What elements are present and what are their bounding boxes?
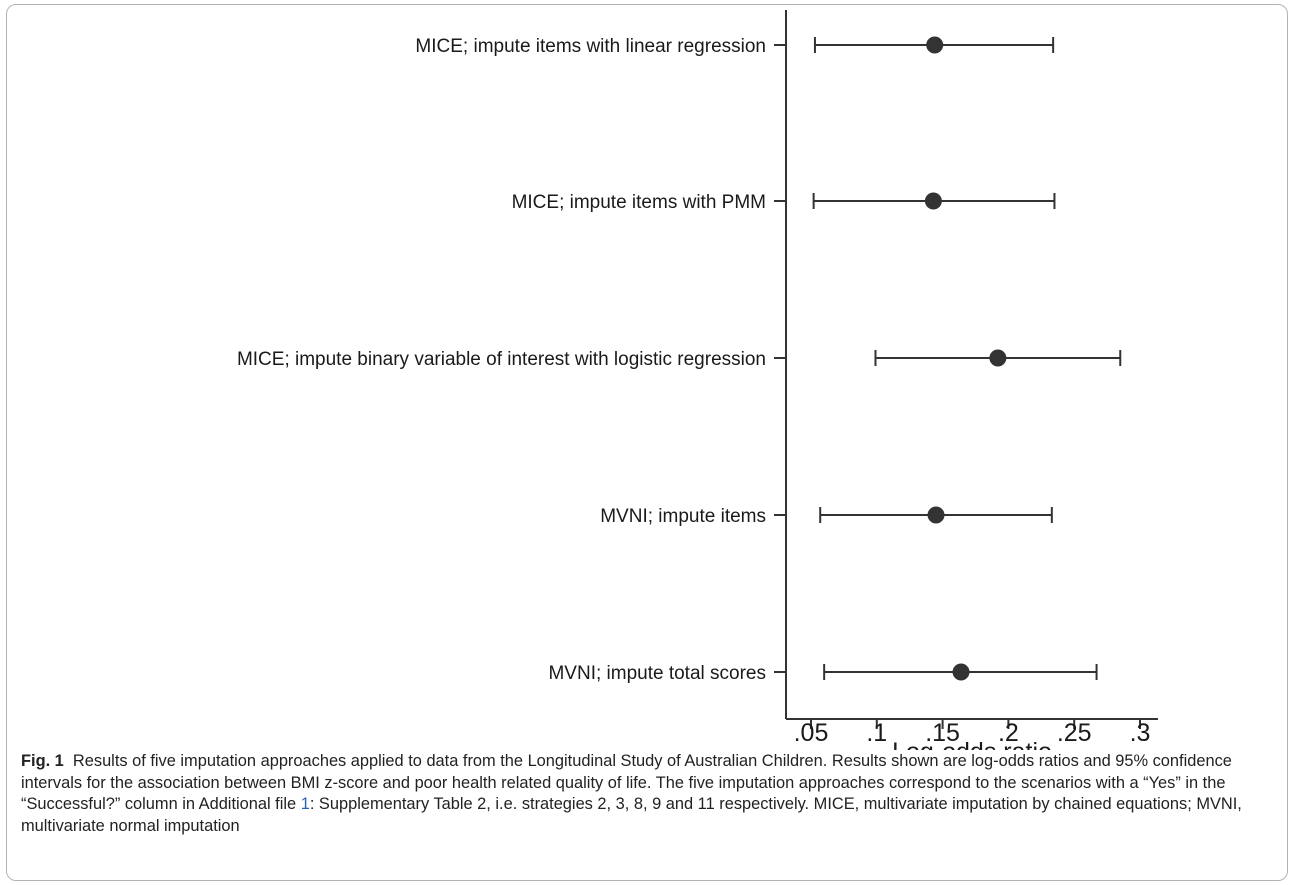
forest-row: MVNI; impute total scores xyxy=(548,663,1098,684)
forest-plot: MICE; impute items with linear regressio… xyxy=(237,10,1158,750)
figure-caption: Fig. 1 Results of five imputation approa… xyxy=(21,751,1271,837)
additional-file-link[interactable]: 1 xyxy=(300,795,310,813)
x-axis-title: Log-odds ratio xyxy=(892,738,1052,750)
x-tick-label: .2 xyxy=(998,719,1019,747)
row-label: MICE; impute items with PMM xyxy=(512,192,766,213)
x-ticks-layer: .05 .1 .15 .2 .25 .3 xyxy=(794,719,1151,747)
x-tick-label: .25 xyxy=(1057,719,1092,747)
caption-text-continued: : Supplementary Table 2, i.e. strategies… xyxy=(21,795,1242,835)
x-tick-label: .1 xyxy=(866,719,887,747)
point-estimate xyxy=(924,192,942,210)
figure-frame xyxy=(6,4,1288,881)
forest-row: MICE; impute binary variable of interest… xyxy=(237,349,1122,370)
x-tick-label: .3 xyxy=(1130,719,1151,747)
x-tick-label: .15 xyxy=(925,719,960,747)
row-label: MICE; impute items with linear regressio… xyxy=(415,36,766,57)
forest-row: MVNI; impute items xyxy=(600,506,1053,527)
forest-row: MICE; impute items with linear regressio… xyxy=(415,36,1055,57)
point-estimate xyxy=(927,506,945,524)
point-estimate xyxy=(989,349,1007,367)
x-tick-label: .05 xyxy=(794,719,829,747)
row-label: MVNI; impute items xyxy=(600,506,766,527)
row-label: MVNI; impute total scores xyxy=(548,663,766,684)
plot-axes xyxy=(785,10,1158,720)
rows-layer: MICE; impute items with linear regressio… xyxy=(237,36,1122,684)
point-estimate xyxy=(952,663,970,681)
caption-text: Results of five imputation approaches ap… xyxy=(21,752,1232,813)
figure-label: Fig. 1 xyxy=(21,752,64,770)
row-label: MICE; impute binary variable of interest… xyxy=(237,349,766,370)
point-estimate xyxy=(926,36,944,54)
forest-row: MICE; impute items with PMM xyxy=(512,192,1056,213)
